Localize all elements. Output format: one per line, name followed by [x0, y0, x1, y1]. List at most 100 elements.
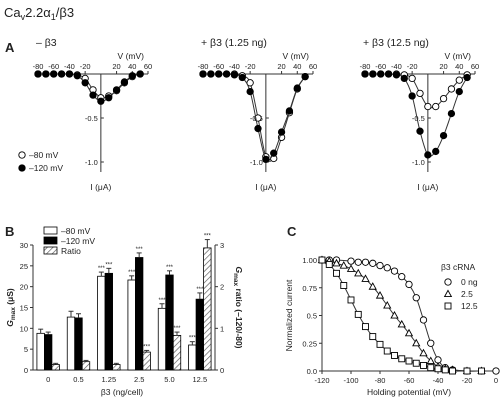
bar — [51, 364, 60, 371]
data-point — [347, 257, 355, 265]
data-point — [368, 282, 377, 290]
x-tick-label: -40 — [229, 62, 240, 71]
legend-swatch — [43, 236, 58, 245]
x-tick-label: -60 — [48, 62, 59, 71]
panel-a-letter: A — [5, 40, 15, 55]
x-tick-label: 40 — [293, 62, 301, 71]
x-tick-label: -80 — [198, 62, 209, 71]
data-point — [416, 127, 424, 135]
data-point — [441, 366, 449, 374]
data-point — [262, 155, 270, 164]
data-point — [333, 269, 340, 277]
data-point — [439, 94, 448, 103]
data-point — [361, 274, 370, 282]
y2-tick-label: 3 — [220, 241, 224, 250]
x-tick-label: 1.25 — [102, 375, 117, 384]
data-point — [346, 264, 356, 272]
data-point — [254, 124, 262, 133]
y2-tick-label: 0 — [220, 366, 224, 375]
x-tick-label: -60 — [404, 376, 415, 385]
bar — [127, 279, 136, 371]
bar — [36, 332, 45, 371]
x-tick-label: 60 — [309, 62, 317, 71]
data-point — [392, 71, 401, 79]
data-point — [412, 338, 421, 347]
bar — [142, 351, 151, 371]
data-point — [354, 268, 363, 277]
data-point — [325, 260, 333, 268]
data-point — [424, 102, 432, 111]
data-point — [128, 72, 136, 80]
iv-plot-beta3-1-25ng: + β3 (1.25 ng)V (mV)-80-60-40-20204060-0… — [198, 37, 318, 192]
data-point — [427, 364, 435, 372]
x-tick-label: 20 — [439, 62, 447, 71]
data-point — [434, 365, 442, 373]
data-point — [362, 323, 369, 331]
data-point — [376, 340, 384, 348]
data-point — [369, 333, 377, 341]
significance-marker: *** — [166, 265, 174, 271]
bar — [74, 317, 83, 371]
iv-plot-beta3-12-5ng: + β3 (12.5 ng) V (mV) -80 -60 -40 -20 20 40 60 -0… — [360, 37, 480, 192]
y-axis-label: I (μA) — [417, 182, 438, 192]
data-point — [277, 128, 286, 136]
x-tick-label: -20 — [80, 62, 91, 71]
data-point — [97, 97, 105, 105]
data-point — [404, 328, 414, 337]
data-point — [361, 70, 369, 78]
y-tick-label: 30 — [20, 241, 28, 250]
x-tick-label: 40 — [128, 62, 136, 71]
data-point — [432, 102, 440, 111]
x-tick-label: -80 — [33, 62, 44, 71]
bar — [66, 316, 76, 371]
iv-plot-no-beta3: – β3 V (mV) -80 -60 -40 -20 20 40 60 -0.5 -1.0 I (μ… — [18, 37, 152, 192]
significance-marker: *** — [189, 336, 197, 342]
x-tick-label: -120 — [314, 376, 329, 385]
x-tick-label: 60 — [144, 62, 152, 71]
y-tick-label: 0.0 — [307, 367, 317, 376]
y-tick-label: 25 — [20, 262, 28, 271]
data-point — [383, 347, 391, 355]
legend-label: –80 mV — [29, 150, 59, 160]
data-point — [332, 258, 341, 267]
panel-c-letter: C — [287, 224, 297, 239]
data-point — [42, 70, 50, 78]
data-point — [375, 290, 385, 299]
data-point — [57, 70, 66, 78]
bar — [203, 247, 212, 371]
data-point — [449, 367, 456, 375]
bar — [97, 275, 106, 371]
data-point — [432, 147, 440, 156]
x-tick-label: 40 — [455, 62, 463, 71]
data-point — [369, 259, 377, 267]
x-tick-label: -20 — [407, 62, 418, 71]
data-point — [412, 359, 420, 367]
data-point — [340, 282, 348, 289]
y-tick-label: 5 — [24, 345, 28, 354]
y-tick-label: 0.75 — [302, 284, 317, 293]
data-point — [377, 70, 385, 78]
y-axis-label: I (μA) — [255, 182, 276, 192]
data-point — [492, 367, 500, 375]
data-point — [416, 89, 424, 98]
iv-plot-title: + β3 (1.25 ng) — [201, 37, 267, 49]
bar — [112, 364, 121, 371]
y-tick-label: 20 — [20, 283, 28, 292]
data-point — [455, 76, 463, 84]
data-point — [301, 72, 309, 81]
significance-marker: *** — [136, 247, 144, 253]
data-point — [398, 272, 406, 281]
data-point — [339, 261, 348, 269]
x-tick-label: 0 — [46, 375, 50, 384]
data-point — [405, 357, 413, 365]
x-tick-label: -80 — [375, 376, 386, 385]
panel-b-letter: B — [5, 224, 14, 239]
significance-marker: *** — [143, 344, 151, 350]
legend-label: –120 mV — [61, 236, 95, 246]
data-point — [354, 310, 362, 318]
data-point — [390, 310, 399, 319]
x-tick-label: 2.5 — [134, 375, 144, 384]
legend-label: 2.5 — [461, 289, 473, 299]
data-point — [408, 92, 416, 100]
data-point — [420, 362, 427, 369]
